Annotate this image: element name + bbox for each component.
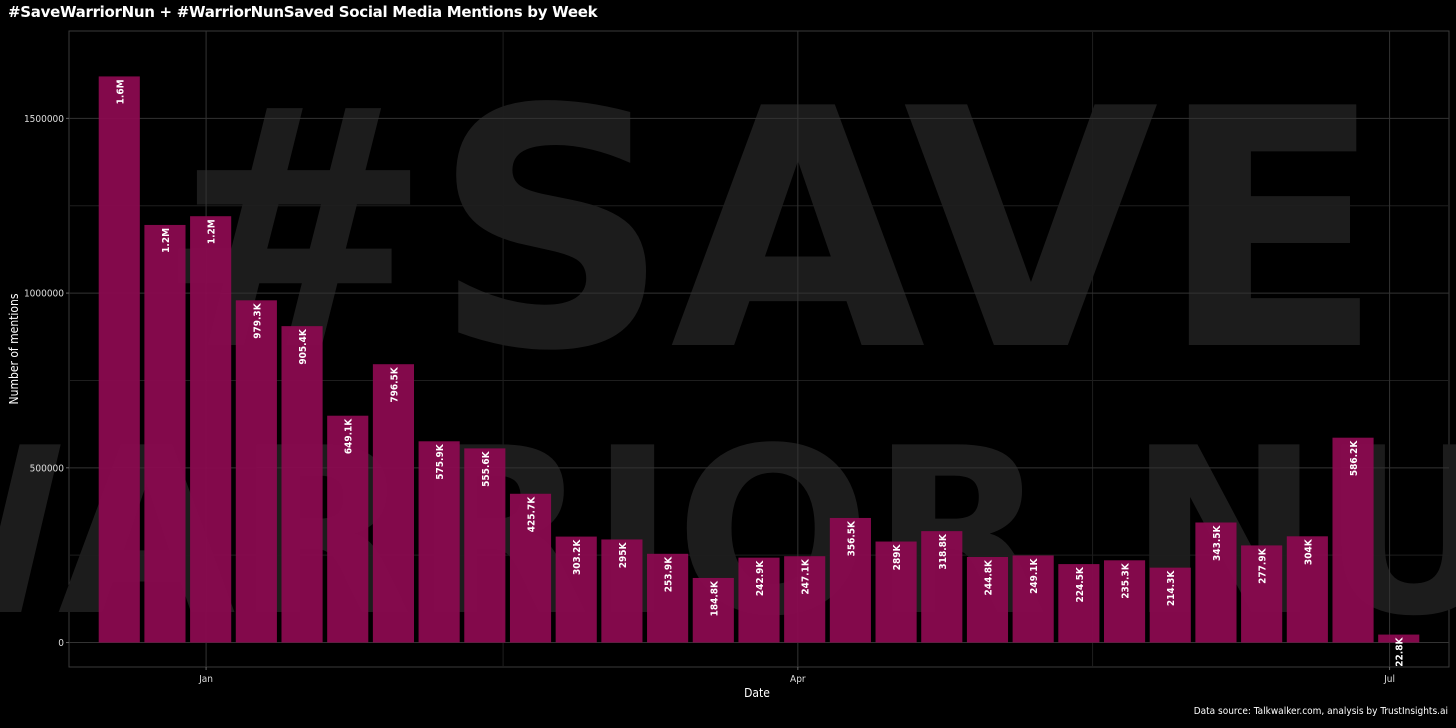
x-tick-label: Apr <box>790 674 806 685</box>
y-tick-label: 1000000 <box>24 289 64 300</box>
data-source-caption: Data source: Talkwalker.com, analysis by… <box>1193 706 1448 717</box>
y-tick-label: 500000 <box>30 463 65 474</box>
chart-title: #SaveWarriorNun + #WarriorNunSaved Socia… <box>8 3 598 21</box>
bar-label: 555.6K <box>481 450 492 486</box>
y-axis-title: Number of mentions <box>7 293 21 405</box>
bar <box>281 326 323 643</box>
bar-label: 1.6M <box>115 79 126 104</box>
bar <box>464 448 506 643</box>
bar <box>784 556 826 643</box>
bar-label: 796.5K <box>389 366 400 402</box>
bar-label: 575.9K <box>435 443 446 479</box>
bar <box>966 556 1009 643</box>
bar-label: 425.7K <box>527 496 538 532</box>
bar-label: 304K <box>1303 538 1314 565</box>
bar-label: 1.2M <box>207 219 218 244</box>
bar-label: 303.2K <box>572 539 583 575</box>
bar-label: 318.8K <box>938 533 949 569</box>
bar-label: 289K <box>892 544 903 571</box>
bar <box>647 553 689 643</box>
bar <box>372 364 414 643</box>
bar <box>1241 545 1283 643</box>
bar <box>1378 634 1420 643</box>
bar <box>555 536 597 643</box>
bar <box>1286 536 1328 643</box>
bar <box>1012 555 1054 643</box>
bar-label: 356.5K <box>846 520 857 556</box>
x-tick-label: Jul <box>1383 674 1395 685</box>
bar <box>144 224 186 643</box>
bar <box>738 557 780 643</box>
x-axis-title: Date <box>744 686 770 700</box>
bar <box>418 441 460 643</box>
bar <box>98 76 140 643</box>
bar <box>509 493 552 643</box>
bar-label: 224.5K <box>1075 566 1086 602</box>
y-tick-label: 1500000 <box>24 114 64 125</box>
bar <box>829 517 871 643</box>
bar <box>1332 437 1374 643</box>
bar <box>1195 522 1237 643</box>
bar-label: 22.8K <box>1395 637 1406 667</box>
bar <box>235 300 277 643</box>
bar-label: 277.9K <box>1258 547 1269 583</box>
y-tick-label: 0 <box>58 638 64 649</box>
bar <box>921 531 963 643</box>
bar <box>1149 567 1191 643</box>
watermark-text: #SAVE <box>156 39 1384 423</box>
bar <box>601 539 643 643</box>
bar <box>190 216 232 643</box>
bar-label: 295K <box>618 541 629 568</box>
bar <box>692 577 734 643</box>
bar-label: 1.2M <box>161 228 172 253</box>
bar-label: 979.3K <box>252 302 263 338</box>
bar-label: 247.1K <box>801 558 812 594</box>
bar-label: 242.9K <box>755 560 766 596</box>
bar <box>1104 560 1146 643</box>
bar <box>875 541 917 643</box>
bar-label: 235.3K <box>1121 562 1132 598</box>
bar <box>1058 564 1100 643</box>
x-tick-label: Jan <box>198 674 213 685</box>
bar-label: 249.1K <box>1029 557 1040 593</box>
bar-label: 586.2K <box>1349 440 1360 476</box>
bar-label: 244.8K <box>983 559 994 595</box>
bar-label: 214.3K <box>1166 570 1177 606</box>
bar <box>327 415 369 643</box>
bar-label: 649.1K <box>344 418 355 454</box>
bar-label: 905.4K <box>298 328 309 364</box>
bar-label: 184.8K <box>709 580 720 616</box>
bar-label: 343.5K <box>1212 524 1223 560</box>
bar-label: 253.9K <box>664 556 675 592</box>
